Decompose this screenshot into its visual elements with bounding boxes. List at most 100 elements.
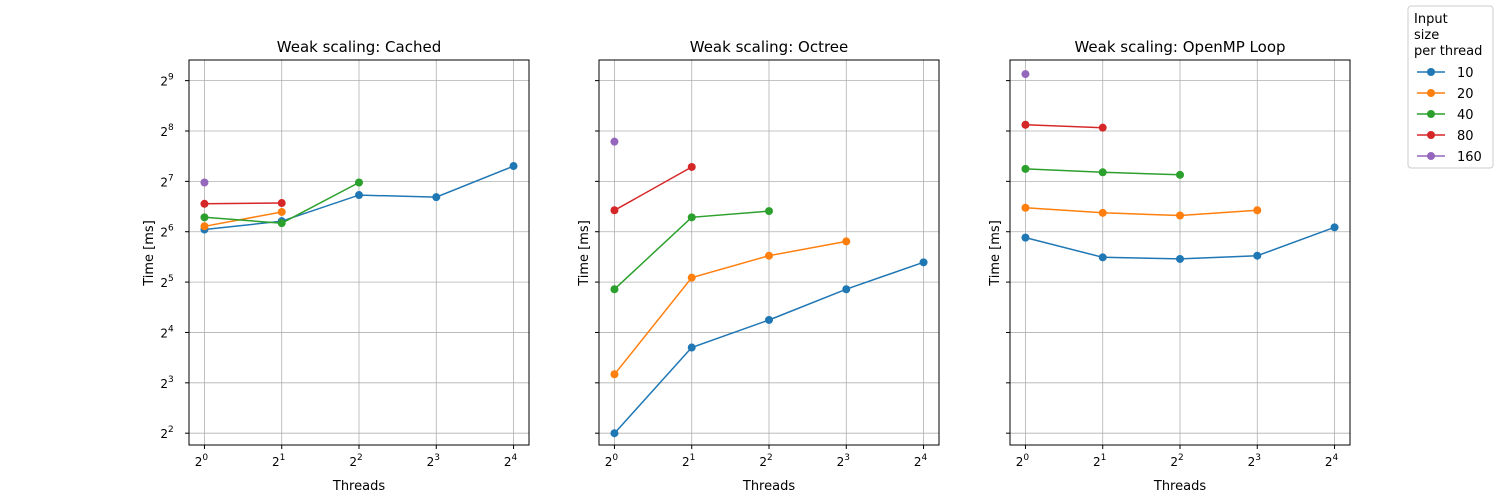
x-tick-label: 24	[1325, 453, 1339, 469]
series-80	[1021, 120, 1107, 132]
x-tick-label: 20	[605, 453, 619, 469]
legend-entry-160: 160	[1417, 150, 1482, 165]
legend-frame	[1407, 5, 1494, 169]
legend-marker	[1427, 152, 1435, 160]
series-80	[610, 162, 696, 215]
chart-title: Weak scaling: Octree	[690, 38, 849, 56]
y-tick-label: 29	[160, 73, 174, 89]
legend-entry-40: 40	[1417, 108, 1474, 123]
legend-marker	[1427, 89, 1435, 97]
data-point	[200, 199, 209, 208]
legend-title-line: Input	[1414, 12, 1448, 27]
x-tick-label: 23	[837, 453, 850, 469]
data-point	[1098, 253, 1107, 262]
series-line	[1025, 123, 1103, 129]
data-point	[355, 191, 363, 200]
data-point	[765, 207, 773, 216]
data-point	[1021, 70, 1030, 79]
data-point	[687, 273, 696, 282]
series-10	[200, 162, 518, 234]
legend-label: 20	[1457, 87, 1474, 102]
data-point	[1098, 168, 1107, 177]
x-tick-label: 21	[272, 453, 285, 469]
legend-entry-80: 80	[1417, 129, 1474, 144]
x-tick-label: 24	[504, 453, 518, 469]
x-tick-label: 22	[759, 453, 772, 469]
y-tick-label: 25	[160, 274, 173, 290]
x-tick-label: 20	[195, 453, 209, 469]
y-tick-label: 26	[160, 224, 174, 240]
x-tick-label: 20	[1016, 453, 1030, 469]
y-axis-label: Time [ms]	[988, 220, 1003, 287]
series-80	[200, 199, 286, 208]
data-point	[1021, 203, 1030, 212]
data-point	[687, 213, 696, 222]
panel-cached: Weak scaling: Cached Threads Time [ms] 2…	[142, 38, 530, 494]
data-point	[277, 219, 286, 228]
y-tick-label: 23	[160, 375, 173, 391]
legend-title-line: size	[1414, 28, 1439, 43]
series-40	[610, 207, 773, 294]
data-point	[1253, 251, 1262, 260]
data-point	[610, 370, 619, 379]
data-point	[610, 285, 619, 294]
series-20	[1021, 203, 1262, 220]
series-line	[204, 202, 282, 205]
data-point	[200, 213, 209, 222]
series-10	[1021, 223, 1339, 263]
legend-label: 160	[1457, 150, 1482, 165]
series-160	[610, 137, 619, 146]
legend-label: 40	[1457, 108, 1474, 123]
x-tick-label: 21	[1093, 453, 1106, 469]
data-point	[1176, 254, 1184, 263]
y-tick-label: 28	[160, 123, 174, 139]
data-point	[355, 178, 363, 187]
grid	[189, 60, 529, 445]
data-point	[1021, 233, 1030, 242]
series-10	[610, 258, 928, 438]
y-tick-label: 24	[160, 324, 174, 340]
y-axis-label: Time [ms]	[577, 220, 592, 287]
data-point	[1098, 208, 1107, 217]
x-tick-label: 22	[1170, 453, 1183, 469]
series-line	[614, 166, 693, 211]
series-line	[613, 240, 847, 375]
panel-openmp-loop: Weak scaling: OpenMP Loop Threads Time […	[988, 38, 1351, 494]
x-tick-label: 23	[1248, 453, 1261, 469]
legend-title-line: per thread	[1414, 44, 1482, 59]
data-point	[610, 206, 619, 215]
data-point	[1253, 206, 1262, 215]
data-point	[1330, 223, 1339, 232]
data-point	[842, 237, 851, 246]
data-point	[1176, 170, 1184, 179]
x-axis-label: Threads	[1153, 479, 1206, 494]
data-point	[765, 315, 773, 324]
legend-marker	[1427, 110, 1435, 118]
y-axis-label: Time [ms]	[142, 220, 157, 287]
data-point	[432, 193, 441, 202]
data-point	[509, 162, 518, 171]
data-point	[277, 207, 286, 216]
series-160	[1021, 70, 1030, 79]
grid	[1010, 60, 1350, 445]
x-tick-label: 22	[349, 453, 362, 469]
x-axis-label: Threads	[332, 479, 385, 494]
x-tick-label: 21	[682, 453, 695, 469]
x-tick-label: 24	[914, 453, 928, 469]
x-axis-label: Threads	[742, 479, 795, 494]
data-point	[919, 258, 928, 267]
data-point	[687, 162, 696, 171]
data-point	[842, 285, 851, 294]
chart-title: Weak scaling: Cached	[277, 38, 441, 56]
legend-label: 80	[1457, 129, 1474, 144]
x-tick-label: 23	[427, 453, 440, 469]
legend-entry-10: 10	[1417, 66, 1474, 81]
data-point	[1176, 211, 1184, 220]
series-20	[200, 207, 286, 231]
legend-marker	[1427, 68, 1435, 76]
series-20	[610, 237, 851, 379]
data-point	[1021, 164, 1030, 173]
panel-octree: Weak scaling: Octree Threads Time [ms] 2…	[577, 38, 940, 494]
legend-entries: 10 20 40 80 160	[1417, 66, 1482, 165]
